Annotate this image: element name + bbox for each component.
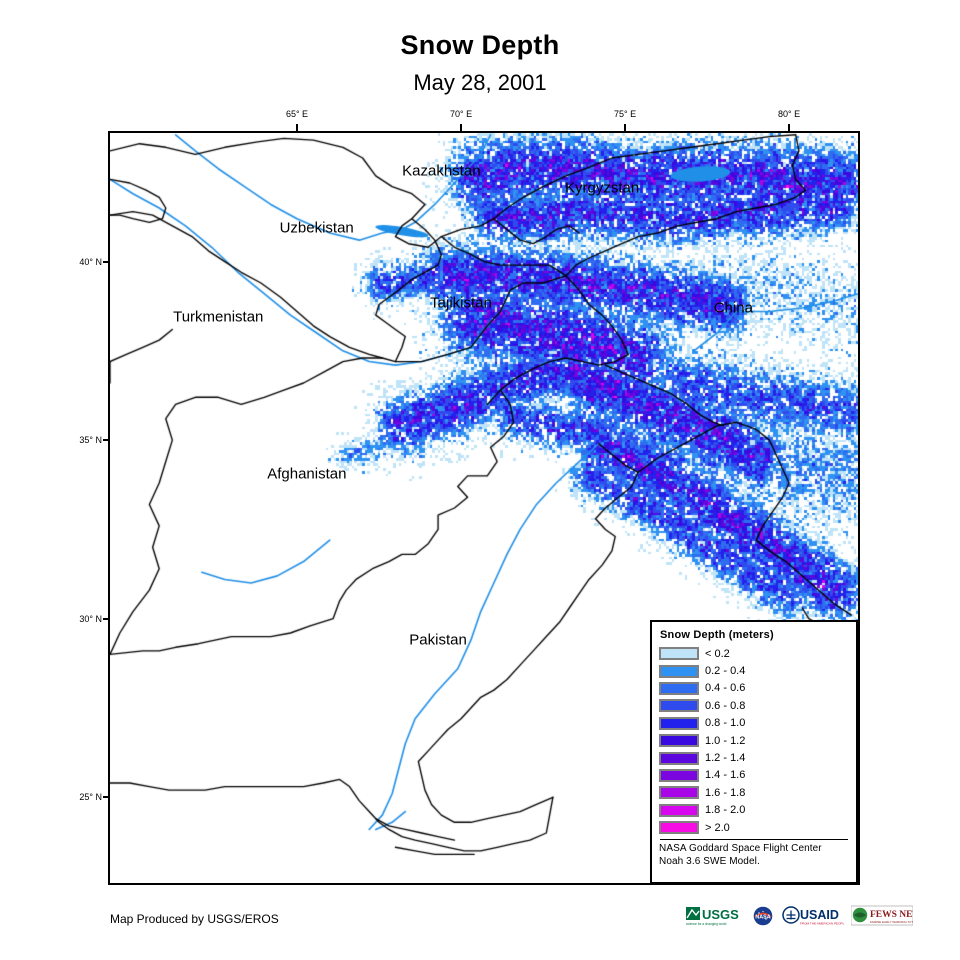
country-label-turkmenistan: Turkmenistan (173, 308, 264, 326)
lat-tick-mark-1 (103, 439, 110, 442)
legend-swatch-6 (659, 751, 699, 765)
country-label-tajikistan: Tajikistan (430, 294, 492, 312)
legend-label-10: > 2.0 (705, 821, 730, 834)
lat-tick-mark-2 (103, 617, 110, 620)
legend-label-6: 1.2 - 1.4 (705, 752, 746, 765)
legend-swatch-3 (659, 699, 699, 713)
svg-text:FEWS NET: FEWS NET (870, 910, 913, 920)
legend-swatch-0 (659, 647, 699, 661)
country-label-kyrgyzstan: Kyrgyzstan (564, 179, 640, 197)
legend-row-8: 1.6 - 1.8 (659, 784, 849, 801)
legend-swatch-5 (659, 734, 699, 748)
legend-row-0: < 0.2 (659, 645, 849, 662)
lon-tick-label-1: 70° E (449, 109, 473, 119)
legend-swatch-4 (659, 716, 699, 730)
legend-label-8: 1.6 - 1.8 (705, 786, 746, 799)
legend-note-line2: Noah 3.6 SWE Model. (659, 856, 760, 868)
legend-row-2: 0.4 - 0.6 (659, 680, 849, 697)
svg-text:FROM THE AMERICAN PEOPLE: FROM THE AMERICAN PEOPLE (800, 922, 844, 926)
country-label-afghanistan: Afghanistan (267, 465, 347, 483)
lon-tick-label-0: 65° E (285, 109, 309, 119)
legend-swatch-1 (659, 664, 699, 678)
legend-row-7: 1.4 - 1.6 (659, 767, 849, 784)
lat-tick-label-0: 40° N (79, 256, 102, 267)
lat-tick-mark-0 (103, 260, 110, 263)
fewsnet-logo: FEWS NET FAMINE EARLY WARNING SYSTEMS NE… (851, 905, 913, 927)
legend-label-9: 1.8 - 2.0 (705, 804, 746, 817)
legend-swatch-10 (659, 821, 699, 835)
svg-text:USGS: USGS (702, 907, 739, 922)
page-title: Snow Depth (400, 30, 560, 60)
legend-label-7: 1.4 - 1.6 (705, 769, 746, 782)
lon-tick-mark-3 (788, 124, 791, 131)
usaid-logo: USAID FROM THE AMERICAN PEOPLE (782, 905, 844, 927)
agency-logos: USGS science for a changing world NASA U… (686, 905, 913, 927)
lat-tick-mark-3 (103, 796, 110, 799)
legend-label-3: 0.6 - 0.8 (705, 699, 746, 712)
legend-swatch-2 (659, 681, 699, 695)
legend-label-1: 0.2 - 0.4 (705, 665, 746, 678)
legend-row-6: 1.2 - 1.4 (659, 749, 849, 766)
lat-tick-label-2: 30° N (79, 613, 102, 624)
lat-tick-label-1: 35° N (79, 435, 102, 446)
lon-tick-mark-0 (296, 124, 298, 131)
legend-panel: Snow Depth (meters) < 0.2 0.2 - 0.4 0.4 - … (650, 620, 858, 884)
lon-tick-mark-1 (460, 124, 463, 131)
nasa-logo: NASA (751, 905, 775, 927)
legend-swatch-7 (659, 768, 699, 782)
page-subtitle: May 28, 2001 (413, 70, 547, 95)
country-label-china: China (713, 299, 753, 317)
svg-text:USAID: USAID (800, 908, 839, 922)
legend-label-4: 0.8 - 1.0 (705, 717, 746, 730)
svg-text:science for a changing world: science for a changing world (686, 922, 727, 926)
legend-row-1: 0.2 - 0.4 (659, 662, 849, 679)
legend-label-2: 0.4 - 0.6 (705, 682, 746, 695)
usgs-logo: USGS science for a changing world (686, 905, 744, 927)
legend-swatch-8 (659, 786, 699, 800)
country-label-kazakhstan: Kazakhstan (402, 162, 481, 179)
legend-divider (660, 839, 848, 841)
legend-swatch-9 (659, 803, 699, 817)
svg-text:FAMINE EARLY WARNING SYSTEMS N: FAMINE EARLY WARNING SYSTEMS NETWORK (870, 920, 913, 924)
legend-row-10: > 2.0 (659, 819, 849, 836)
lon-tick-mark-2 (624, 124, 627, 131)
country-label-uzbekistan: Uzbekistan (279, 219, 354, 237)
lon-tick-label-2: 75° E (614, 109, 637, 119)
legend-row-5: 1.0 - 1.2 (659, 732, 849, 749)
legend-row-4: 0.8 - 1.0 (659, 715, 849, 732)
legend-note-line1: NASA Goddard Space Flight Center (659, 843, 822, 855)
lat-tick-label-3: 25° N (79, 792, 102, 803)
country-label-pakistan: Pakistan (409, 631, 467, 649)
legend-class-list: < 0.2 0.2 - 0.4 0.4 - 0.6 0.6 - 0.8 0.8 - 1.… (659, 645, 849, 836)
map-credit: Map Produced by USGS/EROS (110, 912, 279, 926)
legend-row-9: 1.8 - 2.0 (659, 802, 849, 819)
legend-label-0: < 0.2 (705, 647, 730, 660)
legend-title: Snow Depth (meters) (660, 629, 774, 641)
lon-tick-label-3: 80° E (778, 109, 801, 119)
svg-text:NASA: NASA (755, 915, 770, 921)
legend-label-5: 1.0 - 1.2 (705, 734, 746, 747)
map-frame[interactable]: Kazakhstan Uzbekistan Kyrgyzstan Turkmenist… (108, 131, 860, 885)
legend-row-3: 0.6 - 0.8 (659, 697, 849, 714)
